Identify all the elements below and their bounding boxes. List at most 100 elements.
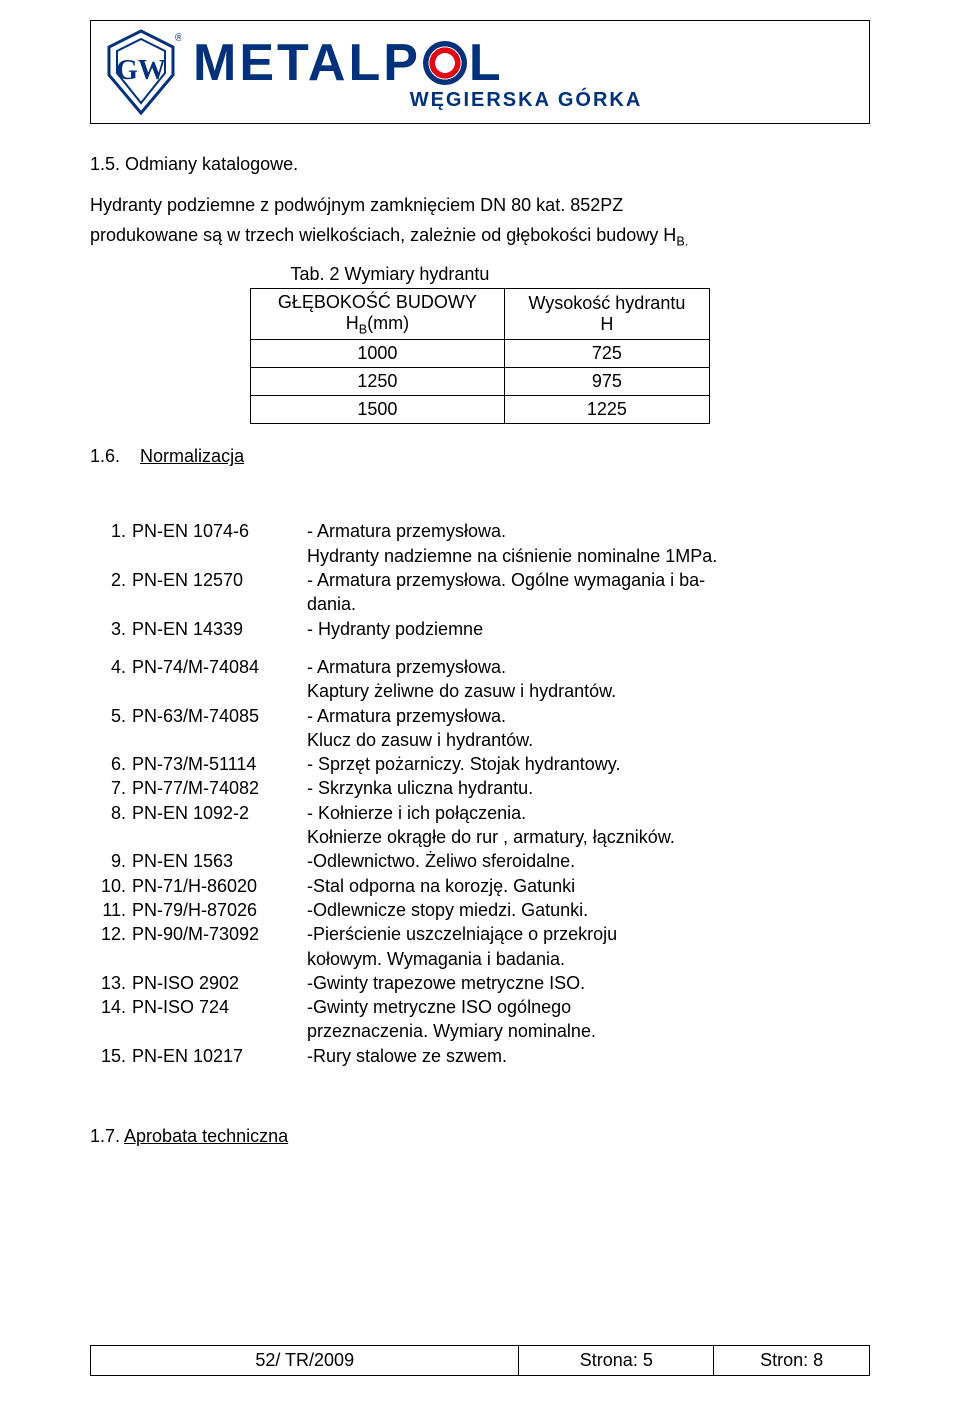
logo-shield-icon: GW ®: [101, 27, 181, 117]
cell-depth: 1500: [251, 396, 505, 424]
norm-desc: -Gwinty metryczne ISO ogólnego: [307, 995, 870, 1019]
col1-header: GŁĘBOKOŚĆ BUDOWY HB(mm): [251, 288, 505, 340]
norm-code: PN-90/M-73092: [132, 922, 307, 946]
norm-cont: Kaptury żeliwne do zasuw i hydrantów.: [90, 679, 870, 703]
norm-num: 8.: [90, 801, 132, 825]
norm-num: 2.: [90, 568, 132, 592]
col2-header: Wysokość hydrantu H: [504, 288, 709, 340]
norm-row: 14.PN-ISO 724-Gwinty metryczne ISO ogóln…: [90, 995, 870, 1019]
section-1-6-heading: 1.6. Normalizacja: [90, 446, 870, 467]
norm-num: 1.: [90, 519, 132, 543]
norm-code: PN-63/M-74085: [132, 704, 307, 728]
norm-row: 8.PN-EN 1092-2- Kołnierze i ich połączen…: [90, 801, 870, 825]
norm-num: 6.: [90, 752, 132, 776]
norm-cont: Kołnierze okrągłe do rur , armatury, łąc…: [90, 825, 870, 849]
norm-code: PN-74/M-74084: [132, 655, 307, 679]
norm-row: 13.PN-ISO 2902-Gwinty trapezowe metryczn…: [90, 971, 870, 995]
norm-desc: - Armatura przemysłowa.: [307, 655, 870, 679]
norm-num: 13.: [90, 971, 132, 995]
norm-code: PN-EN 1563: [132, 849, 307, 873]
table-row: 1250 975: [251, 368, 710, 396]
norm-desc: -Gwinty trapezowe metryczne ISO.: [307, 971, 870, 995]
norm-num: 11.: [90, 898, 132, 922]
norm-desc: - Armatura przemysłowa.: [307, 704, 870, 728]
norm-code: PN-EN 14339: [132, 617, 307, 641]
norm-cont: Hydranty nadziemne na ciśnienie nominaln…: [90, 544, 870, 568]
norm-row: 4.PN-74/M-74084- Armatura przemysłowa.: [90, 655, 870, 679]
norm-num: 3.: [90, 617, 132, 641]
norm-num: 9.: [90, 849, 132, 873]
brand-header: GW ® METALPL WĘGIERSKA GÓRKA: [90, 20, 870, 124]
dimensions-table: Tab. 2 Wymiary hydrantu GŁĘBOKOŚĆ BUDOWY…: [250, 261, 710, 425]
norm-desc: -Pierścienie uszczelniające o przekroju: [307, 922, 870, 946]
norm-num: 12.: [90, 922, 132, 946]
norm-desc: - Skrzynka uliczna hydrantu.: [307, 776, 870, 800]
brand-prefix: METALP: [193, 33, 421, 93]
norm-row: 1.PN-EN 1074-6- Armatura przemysłowa.: [90, 519, 870, 543]
norm-row: 11.PN-79/H-87026-Odlewnicze stopy miedzi…: [90, 898, 870, 922]
norm-desc: - Kołnierze i ich połączenia.: [307, 801, 870, 825]
col2-h2: H: [515, 314, 699, 335]
sec17-num: 1.7.: [90, 1126, 124, 1146]
footer-doc: 52/ TR/2009: [91, 1346, 519, 1376]
section-1-5-heading: 1.5. Odmiany katalogowe.: [90, 154, 870, 175]
norm-num: 15.: [90, 1044, 132, 1068]
norm-code: PN-79/H-87026: [132, 898, 307, 922]
section-1-5-para1: Hydranty podziemne z podwójnym zamknięci…: [90, 193, 870, 217]
col1-h2: HB(mm): [261, 313, 494, 337]
norm-row: 3.PN-EN 14339- Hydranty podziemne: [90, 617, 870, 641]
norm-desc: -Stal odporna na korozję. Gatunki: [307, 874, 870, 898]
norm-cont: kołowym. Wymagania i badania.: [90, 947, 870, 971]
norm-cont: dania.: [90, 592, 870, 616]
norm-list-1: 1.PN-EN 1074-6- Armatura przemysłowa.Hyd…: [90, 519, 870, 640]
footer-page: Strona: 5: [519, 1346, 714, 1376]
norm-code: PN-EN 10217: [132, 1044, 307, 1068]
norm-code: PN-EN 1092-2: [132, 801, 307, 825]
cell-depth: 1250: [251, 368, 505, 396]
norm-code: PN-71/H-86020: [132, 874, 307, 898]
cell-depth: 1000: [251, 340, 505, 368]
norm-list-2: 4.PN-74/M-74084- Armatura przemysłowa.Ka…: [90, 655, 870, 1068]
norm-code: PN-EN 12570: [132, 568, 307, 592]
sec17-title: Aprobata techniczna: [124, 1126, 288, 1146]
norm-num: 4.: [90, 655, 132, 679]
norm-code: PN-ISO 724: [132, 995, 307, 1019]
norm-row: 6.PN-73/M-51114- Sprzęt pożarniczy. Stoj…: [90, 752, 870, 776]
norm-num: 5.: [90, 704, 132, 728]
norm-num: 10.: [90, 874, 132, 898]
eu-flag-icon: [423, 41, 467, 85]
col1-h1: GŁĘBOKOŚĆ BUDOWY: [261, 292, 494, 313]
norm-code: PN-77/M-74082: [132, 776, 307, 800]
norm-row: 5.PN-63/M-74085- Armatura przemysłowa.: [90, 704, 870, 728]
norm-row: 10.PN-71/H-86020-Stal odporna na korozję…: [90, 874, 870, 898]
para2-pre: produkowane są w trzech wielkościach, za…: [90, 225, 676, 245]
norm-row: 12.PN-90/M-73092-Pierścienie uszczelniaj…: [90, 922, 870, 946]
cell-height: 975: [504, 368, 709, 396]
para2-sub: B.: [676, 235, 688, 249]
norm-code: PN-ISO 2902: [132, 971, 307, 995]
footer-total: Stron: 8: [714, 1346, 870, 1376]
sec16-num: 1.6.: [90, 446, 120, 466]
norm-cont: przeznaczenia. Wymiary nominalne.: [90, 1019, 870, 1043]
table-row: 1000 725: [251, 340, 710, 368]
svg-text:®: ®: [175, 32, 181, 44]
norm-num: 14.: [90, 995, 132, 1019]
shield-letters: GW: [116, 55, 166, 86]
page-footer: 52/ TR/2009 Strona: 5 Stron: 8: [90, 1345, 870, 1376]
section-1-5-para2: produkowane są w trzech wielkościach, za…: [90, 223, 870, 251]
brand-name: METALP L: [193, 33, 859, 93]
norm-desc: -Odlewnictwo. Żeliwo sferoidalne.: [307, 849, 870, 873]
norm-desc: - Armatura przemysłowa. Ogólne wymagania…: [307, 568, 870, 592]
brand-suffix: L: [469, 33, 504, 93]
norm-desc: -Odlewnicze stopy miedzi. Gatunki.: [307, 898, 870, 922]
norm-cont: Klucz do zasuw i hydrantów.: [90, 728, 870, 752]
table-caption: Tab. 2 Wymiary hydrantu: [251, 261, 710, 289]
cell-height: 725: [504, 340, 709, 368]
norm-desc: -Rury stalowe ze szwem.: [307, 1044, 870, 1068]
norm-num: 7.: [90, 776, 132, 800]
norm-desc: - Sprzęt pożarniczy. Stojak hydrantowy.: [307, 752, 870, 776]
norm-row: 2.PN-EN 12570- Armatura przemysłowa. Ogó…: [90, 568, 870, 592]
norm-code: PN-73/M-51114: [132, 752, 307, 776]
cell-height: 1225: [504, 396, 709, 424]
norm-desc: - Hydranty podziemne: [307, 617, 870, 641]
